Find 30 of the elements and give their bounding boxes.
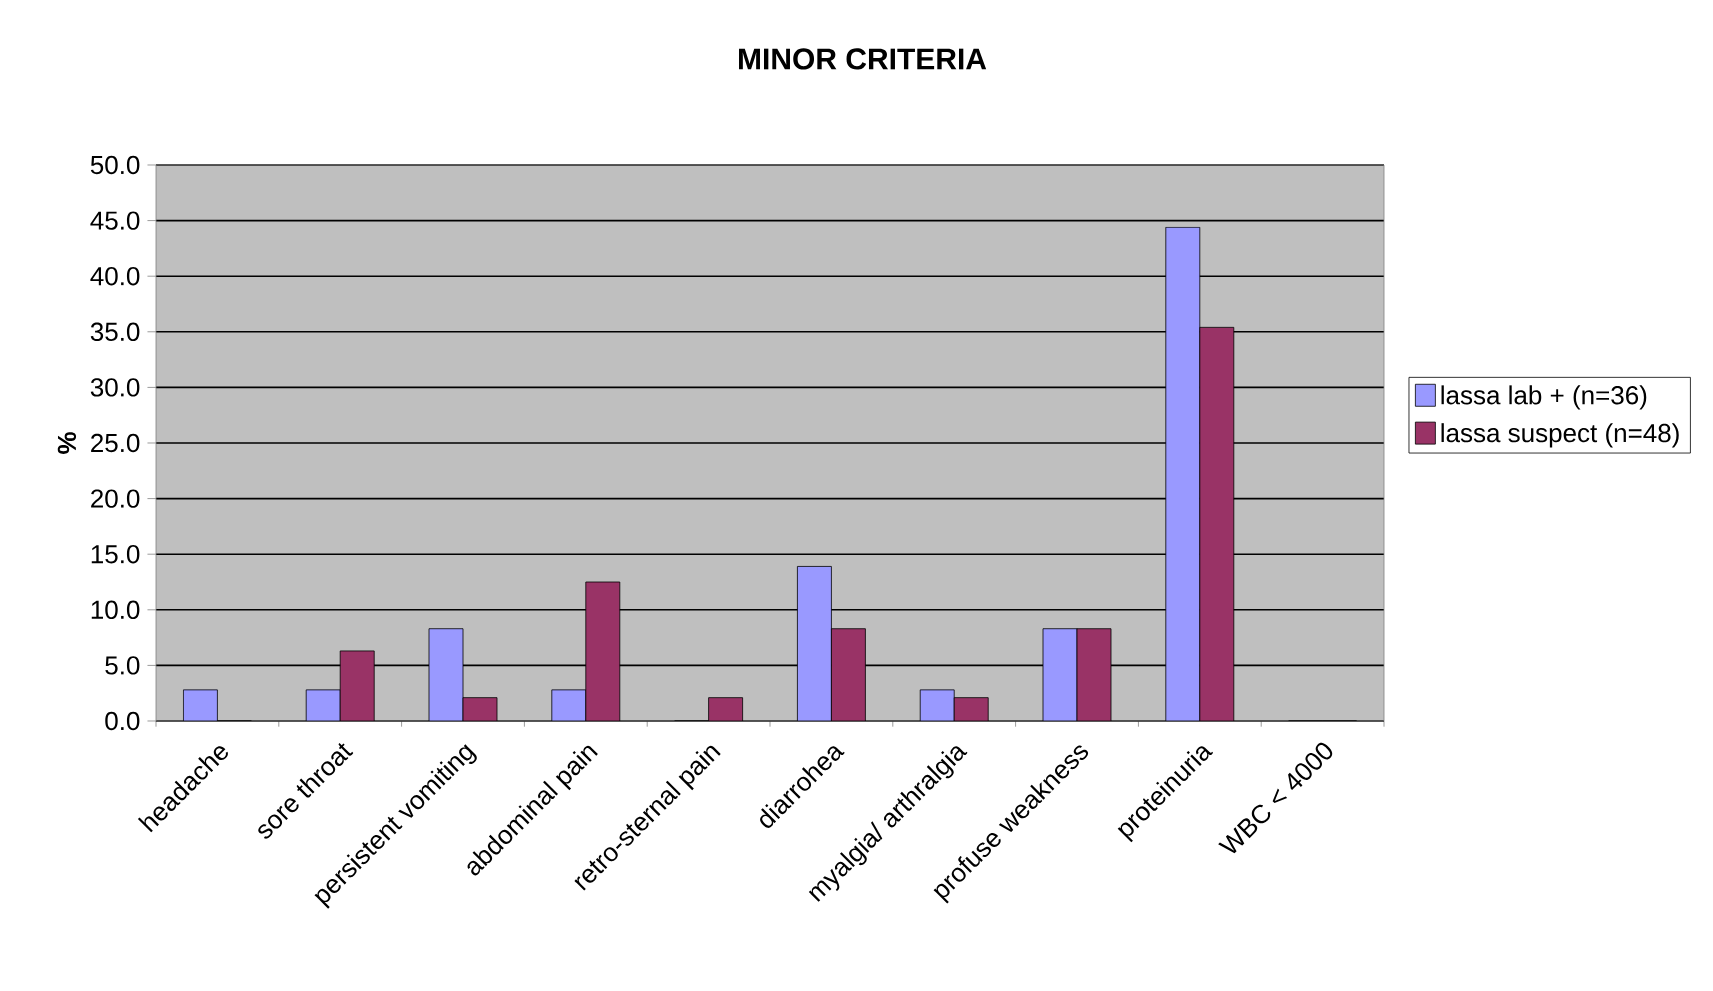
y-tick-label: 30.0 [90,378,140,397]
legend-label: lassa lab + (n=36) [1441,385,1647,410]
bar [708,697,743,721]
y-tick-label: 10.0 [91,600,140,619]
bar [1077,628,1112,721]
y-tick-label: 50.0 [90,155,140,175]
y-tick-label: 5.0 [105,656,140,675]
bar [429,628,463,721]
bar [954,697,989,721]
chart-title: MINOR CRITERIA [739,48,987,70]
bar [1043,628,1078,721]
y-tick-label: 45.0 [90,211,140,230]
bar [797,566,832,721]
bar [1199,327,1234,721]
y-tick-label: 40.0 [90,266,140,286]
y-tick-label: 25.0 [91,433,140,453]
bar [183,689,218,721]
bar [831,628,866,721]
y-tick-label: 0.0 [105,711,140,731]
bar [306,689,341,721]
bar [920,689,955,721]
bar [340,650,375,721]
y-tick-label: 15.0 [91,544,140,564]
y-tick-label: 20.0 [91,489,140,508]
bar [551,689,586,721]
bar [1165,227,1200,721]
y-tick-label: 35.0 [90,322,140,341]
bar [585,582,620,721]
legend-label: lassa suspect (n=48) [1441,423,1679,448]
y-axis-title: % [57,432,77,454]
